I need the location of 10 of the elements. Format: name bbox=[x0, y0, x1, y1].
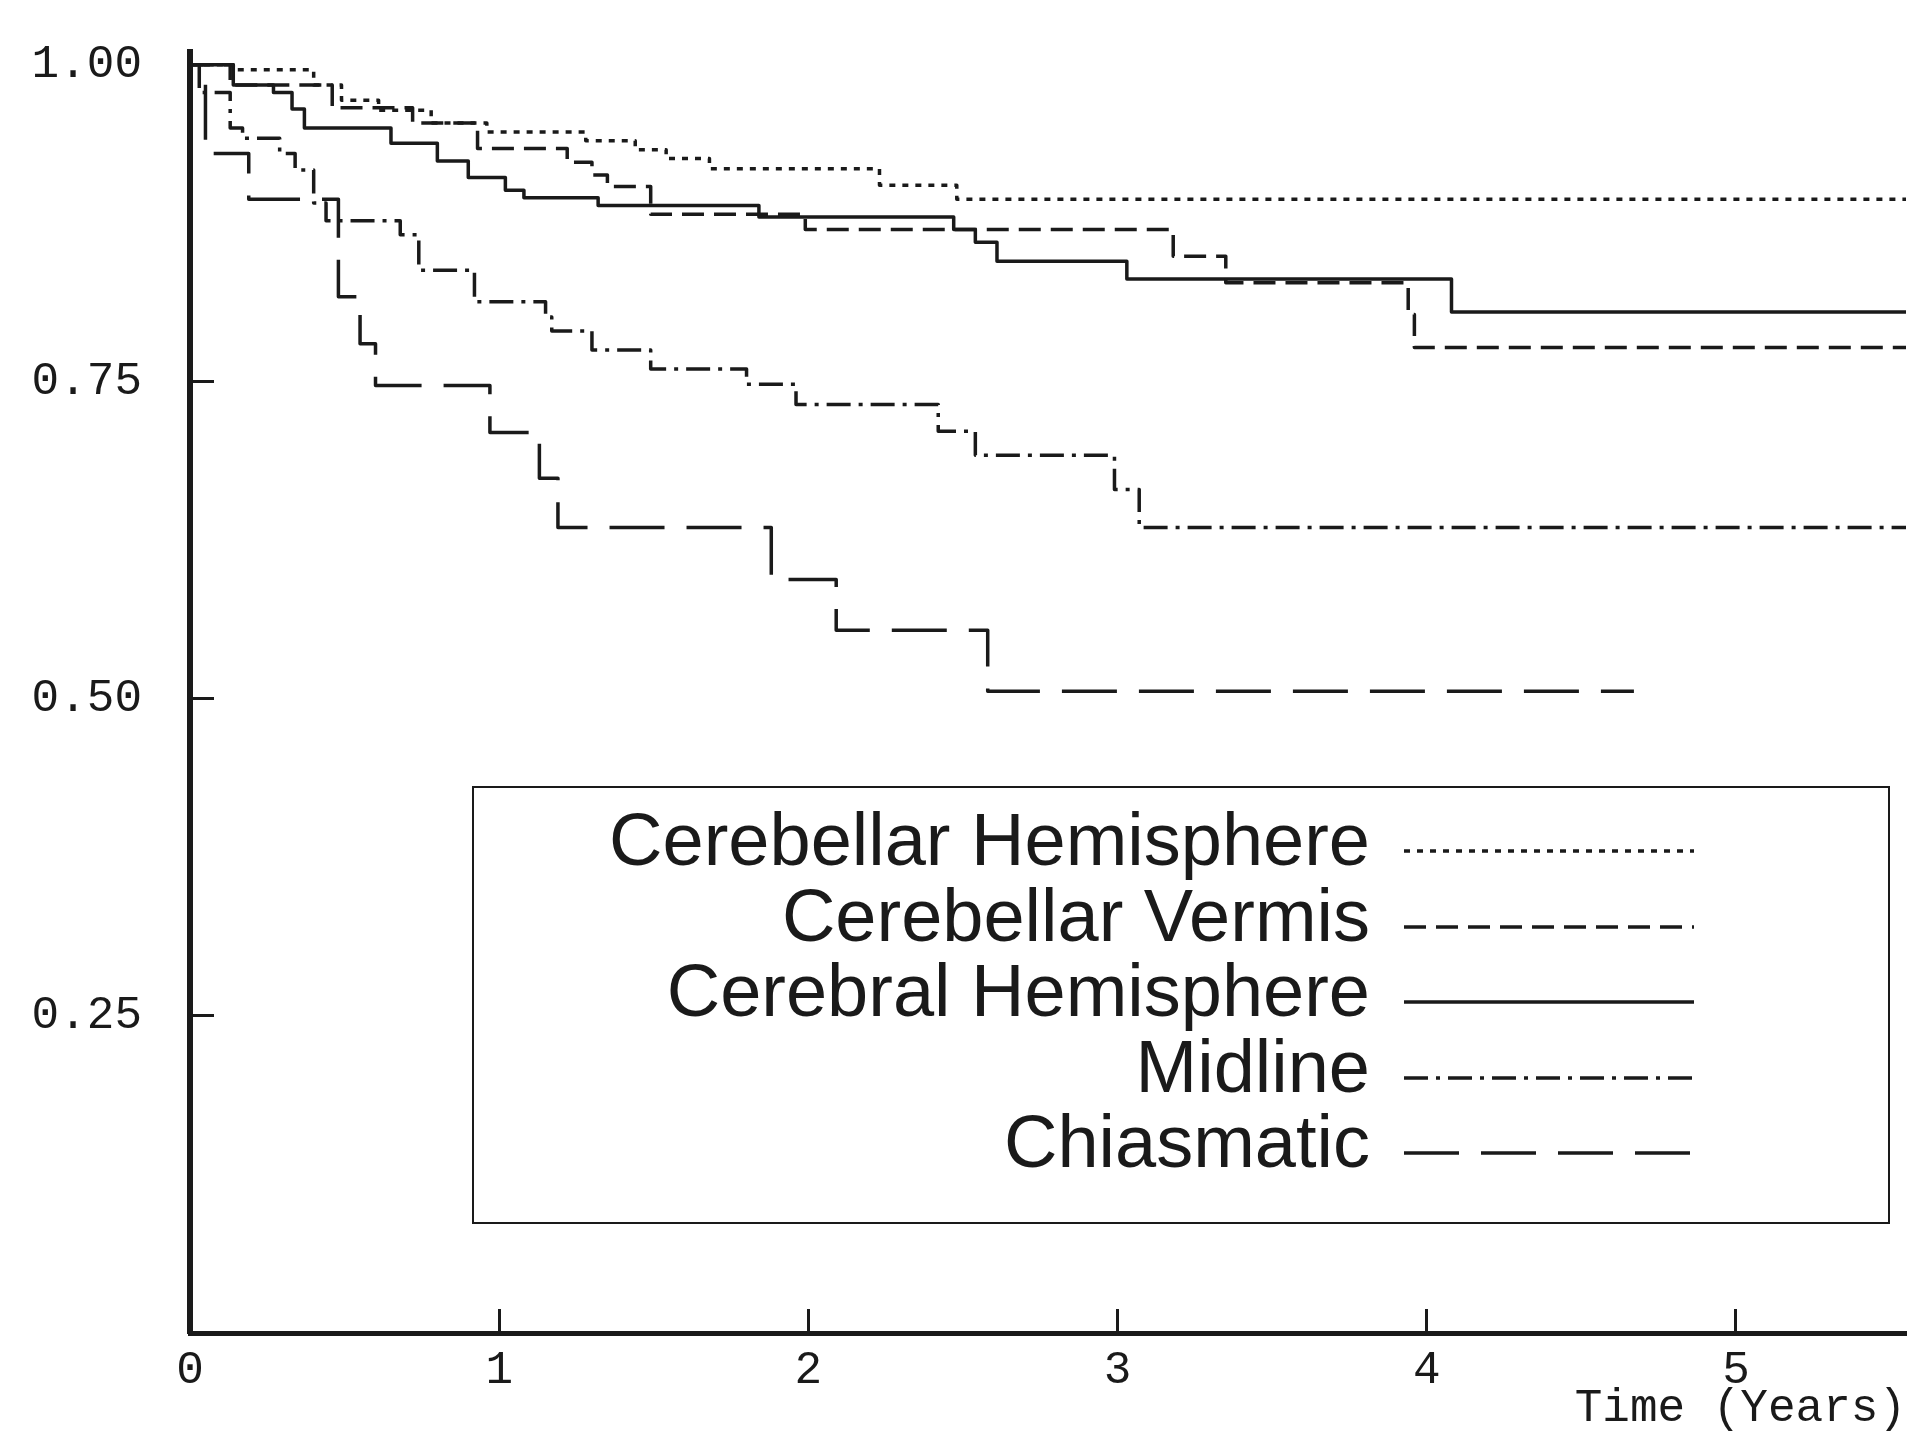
y-tick-label: 1.00 bbox=[31, 38, 142, 91]
y-tick-label: 0.25 bbox=[31, 990, 142, 1043]
y-tick-label: 0.75 bbox=[31, 355, 142, 408]
x-tick-label: 1 bbox=[485, 1344, 513, 1397]
x-tick-label: 3 bbox=[1103, 1344, 1132, 1397]
x-tick-label: 4 bbox=[1412, 1344, 1441, 1397]
legend-label: Chiasmatic bbox=[1003, 1100, 1370, 1183]
y-tick-label: 0.50 bbox=[31, 673, 142, 726]
x-tick-label: 2 bbox=[794, 1344, 823, 1397]
x-tick-label: 0 bbox=[176, 1344, 204, 1397]
